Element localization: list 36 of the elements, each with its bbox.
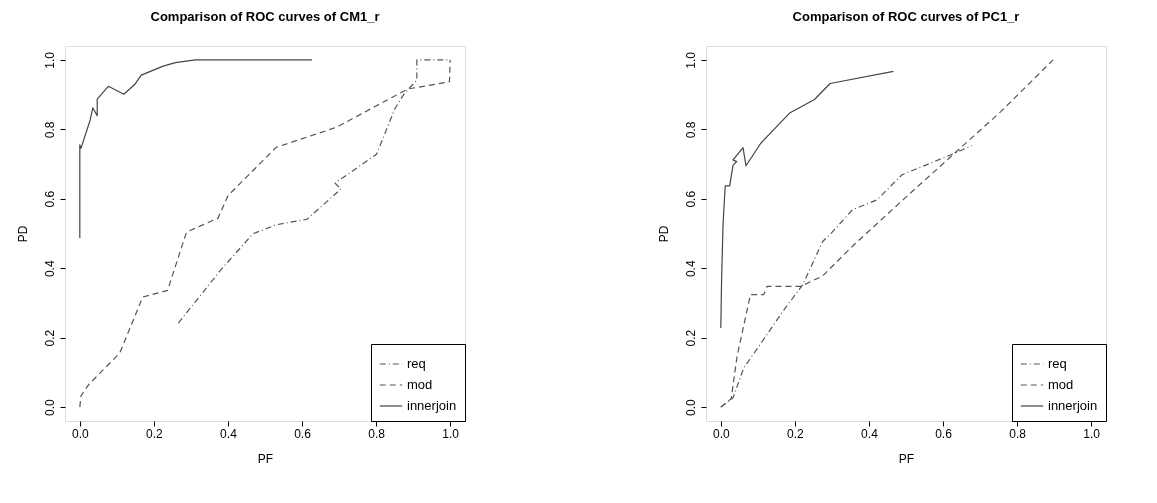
- y-tick-label: 0.6: [42, 190, 57, 208]
- y-tick-label: 0.6: [683, 190, 698, 208]
- x-tick-label: 0.0: [71, 426, 89, 441]
- x-tick-label: 1.0: [1083, 426, 1101, 441]
- x-tick-label: 0.2: [146, 426, 164, 441]
- x-tick-label: 0.2: [787, 426, 805, 441]
- y-tick-label: 0.0: [42, 398, 57, 416]
- y-tick-label: 0.4: [42, 260, 57, 278]
- y-axis-title: PD: [656, 225, 671, 243]
- y-tick-label: 0.2: [42, 329, 57, 347]
- x-axis-title: PF: [257, 451, 274, 466]
- y-tick-label: 0.0: [683, 398, 698, 416]
- y-tick-label: 0.2: [683, 329, 698, 347]
- y-tick-label: 0.8: [42, 121, 57, 139]
- legend-label: mod: [407, 377, 433, 392]
- x-tick-label: 0.6: [294, 426, 312, 441]
- x-tick-label: 0.0: [712, 426, 730, 441]
- legend-label: req: [1048, 356, 1067, 371]
- chart-title: Comparison of ROC curves of PC1_r: [792, 9, 1020, 24]
- y-tick-label: 1.0: [683, 51, 698, 69]
- x-tick-label: 0.4: [861, 426, 879, 441]
- y-axis-title: PD: [15, 225, 30, 243]
- y-tick-label: 0.8: [683, 121, 698, 139]
- legend-label: innerjoin: [407, 398, 457, 413]
- legend-label: req: [407, 356, 426, 371]
- x-tick-label: 0.8: [1009, 426, 1027, 441]
- x-tick-label: 1.0: [442, 426, 460, 441]
- x-tick-label: 0.4: [220, 426, 238, 441]
- legend-label: innerjoin: [1048, 398, 1098, 413]
- legend-label: mod: [1048, 377, 1074, 392]
- x-axis-title: PF: [898, 451, 915, 466]
- x-tick-label: 0.8: [368, 426, 386, 441]
- y-tick-label: 1.0: [42, 51, 57, 69]
- x-tick-label: 0.6: [935, 426, 953, 441]
- chart-title: Comparison of ROC curves of CM1_r: [150, 9, 380, 24]
- y-tick-label: 0.4: [683, 260, 698, 278]
